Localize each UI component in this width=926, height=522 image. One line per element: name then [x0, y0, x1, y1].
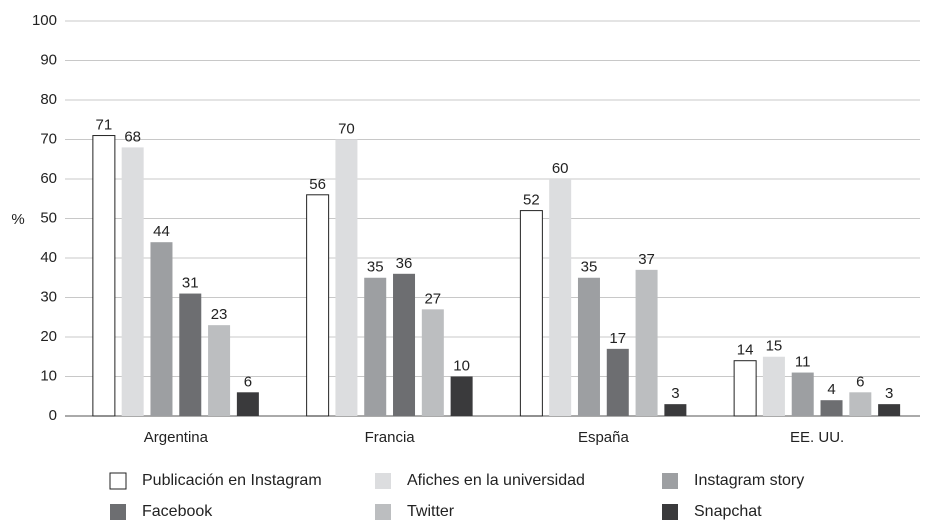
bar: [150, 242, 173, 416]
value-label: 4: [827, 381, 835, 398]
legend-text: Instagram story: [694, 472, 804, 489]
y-axis-label: %: [11, 211, 24, 228]
bar: [791, 372, 814, 416]
legend-swatch: [375, 473, 391, 489]
y-tick-label: 40: [40, 249, 57, 266]
value-label: 37: [638, 251, 655, 268]
y-tick-label: 30: [40, 288, 57, 305]
y-tick-label: 100: [32, 12, 57, 29]
value-label: 71: [96, 117, 113, 134]
bar: [236, 392, 259, 416]
value-label: 6: [244, 373, 252, 390]
value-label: 35: [581, 259, 598, 276]
bar: [421, 309, 444, 416]
value-label: 68: [124, 128, 141, 145]
bar: [208, 325, 231, 416]
legend-text: Snapchat: [694, 503, 762, 520]
value-label: 27: [424, 290, 441, 307]
bar: [121, 147, 144, 416]
bar: [606, 348, 629, 416]
value-label: 15: [766, 338, 783, 355]
y-tick-label: 90: [40, 51, 57, 68]
y-tick-label: 80: [40, 91, 57, 108]
legend-text: Afiches en la universidad: [407, 472, 585, 489]
bar: [335, 139, 358, 416]
bar: [92, 135, 116, 417]
y-tick-label: 20: [40, 328, 57, 345]
value-label: 56: [309, 176, 326, 193]
x-tick-label: EE. UU.: [790, 429, 844, 446]
legend-swatch: [662, 504, 678, 520]
y-tick-label: 60: [40, 170, 57, 187]
value-label: 10: [453, 357, 470, 374]
bar: [364, 277, 387, 416]
bar: [306, 194, 330, 417]
bar: [635, 269, 658, 416]
legend-swatch: [375, 504, 391, 520]
value-label: 23: [211, 306, 228, 323]
y-tick-label: 50: [40, 209, 57, 226]
bar: [664, 404, 687, 416]
legend-swatch: [110, 504, 126, 520]
value-label: 17: [609, 330, 626, 347]
value-label: 60: [552, 160, 569, 177]
value-label: 31: [182, 275, 199, 292]
x-tick-label: Francia: [365, 429, 416, 446]
value-label: 44: [153, 223, 170, 240]
value-label: 52: [523, 192, 540, 209]
legend-swatch: [662, 473, 678, 489]
bar: [820, 400, 843, 416]
bar: [549, 179, 572, 416]
value-label: 3: [671, 385, 679, 402]
value-label: 11: [795, 354, 811, 371]
value-label: 3: [885, 385, 893, 402]
bar: [849, 392, 872, 416]
value-label: 35: [367, 259, 384, 276]
value-label: 14: [737, 342, 754, 359]
y-tick-label: 10: [40, 367, 57, 384]
bar: [577, 277, 600, 416]
y-tick-label: 0: [49, 407, 57, 424]
bar: [450, 376, 473, 416]
legend-swatch: [109, 472, 127, 490]
legend-text: Publicación en Instagram: [142, 472, 322, 489]
value-label: 6: [856, 373, 864, 390]
bar: [519, 210, 543, 417]
bar: [393, 273, 416, 416]
x-tick-label: España: [578, 429, 630, 446]
legend-text: Facebook: [142, 503, 213, 520]
x-tick-label: Argentina: [144, 429, 209, 446]
bar: [179, 293, 202, 416]
value-label: 70: [338, 120, 355, 137]
legend-text: Twitter: [407, 503, 455, 520]
y-tick-label: 70: [40, 130, 57, 147]
bar: [878, 404, 901, 416]
bar: [762, 356, 785, 416]
value-label: 36: [396, 255, 413, 272]
bar: [733, 360, 757, 417]
